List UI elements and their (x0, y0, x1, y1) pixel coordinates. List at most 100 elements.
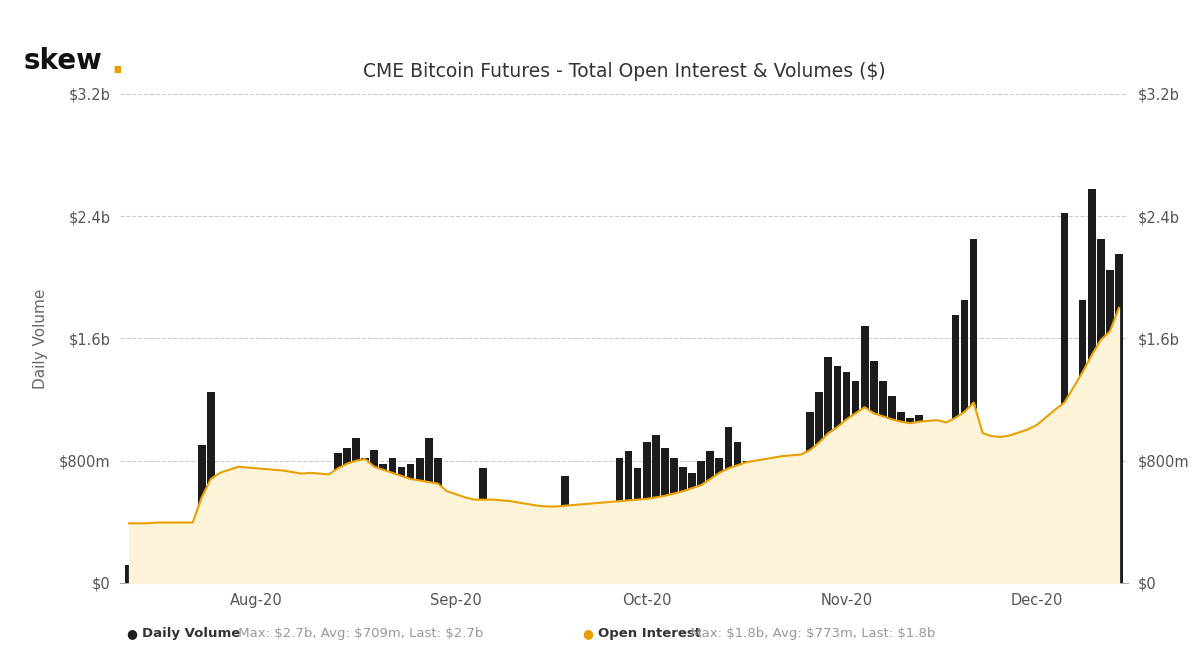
Bar (534, 541, 541, 583)
Bar (860, 326, 869, 583)
Text: skew: skew (24, 47, 103, 75)
Bar (270, 479, 278, 583)
Bar (170, 576, 179, 583)
Bar (670, 458, 678, 583)
Bar (206, 392, 215, 583)
Bar (715, 458, 724, 583)
Bar (752, 468, 760, 583)
Bar (797, 482, 805, 583)
Bar (1051, 462, 1060, 583)
Bar (1097, 239, 1105, 583)
Bar (289, 488, 296, 583)
Bar (416, 458, 424, 583)
Bar (488, 505, 496, 583)
Bar (834, 366, 841, 583)
Bar (788, 479, 796, 583)
Bar (298, 491, 306, 583)
Bar (997, 474, 1004, 583)
Bar (379, 464, 388, 583)
Bar (216, 476, 223, 583)
Bar (407, 464, 414, 583)
Bar (562, 476, 569, 583)
Bar (852, 381, 859, 583)
Bar (343, 448, 350, 583)
Bar (542, 537, 551, 583)
Bar (334, 453, 342, 583)
Bar (1061, 213, 1068, 583)
Bar (961, 300, 968, 583)
Bar (988, 467, 996, 583)
Bar (1079, 300, 1086, 583)
Bar (152, 560, 160, 583)
Bar (697, 461, 706, 583)
Bar (934, 427, 941, 583)
Bar (661, 448, 668, 583)
Bar (733, 442, 742, 583)
Text: .: . (110, 46, 124, 80)
Bar (353, 438, 360, 583)
Bar (707, 452, 714, 583)
Bar (924, 422, 932, 583)
Bar (606, 525, 614, 583)
Bar (307, 485, 314, 583)
Bar (625, 452, 632, 583)
Bar (770, 479, 778, 583)
Bar (588, 540, 596, 583)
Bar (979, 458, 986, 583)
Bar (1115, 255, 1123, 583)
Bar (325, 497, 332, 583)
Text: Daily Volume: Daily Volume (142, 626, 240, 640)
Bar (143, 567, 151, 583)
Bar (389, 458, 396, 583)
Bar (262, 476, 269, 583)
Bar (397, 467, 406, 583)
Bar (162, 571, 169, 583)
Bar (316, 494, 324, 583)
Bar (725, 427, 732, 583)
Bar (815, 392, 823, 583)
Bar (180, 577, 187, 583)
Bar (479, 468, 487, 583)
Y-axis label: Daily Volume: Daily Volume (32, 288, 48, 389)
Text: Max: $1.8b, Avg: $773m, Last: $1.8b: Max: $1.8b, Avg: $773m, Last: $1.8b (686, 626, 936, 640)
Bar (643, 442, 650, 583)
Bar (952, 316, 959, 583)
Bar (134, 574, 142, 583)
Bar (1088, 188, 1096, 583)
Bar (689, 473, 696, 583)
Bar (280, 482, 287, 583)
Bar (470, 525, 478, 583)
Text: Open Interest: Open Interest (598, 626, 701, 640)
Bar (1033, 467, 1042, 583)
Bar (580, 534, 587, 583)
Bar (824, 356, 832, 583)
Text: ●: ● (126, 626, 137, 640)
Bar (898, 411, 905, 583)
Bar (761, 473, 769, 583)
Bar (452, 517, 460, 583)
Bar (198, 446, 205, 583)
Bar (878, 381, 887, 583)
Bar (616, 458, 623, 583)
Bar (371, 450, 378, 583)
Bar (652, 435, 660, 583)
Bar (524, 539, 533, 583)
Bar (906, 418, 914, 583)
Bar (226, 484, 233, 583)
Bar (570, 539, 578, 583)
Bar (842, 372, 851, 583)
Bar (598, 535, 605, 583)
Bar (1043, 456, 1050, 583)
Bar (779, 476, 787, 583)
Bar (970, 239, 978, 583)
Text: ●: ● (582, 626, 593, 640)
Bar (434, 458, 442, 583)
Bar (743, 461, 750, 583)
Bar (916, 415, 923, 583)
Bar (870, 361, 877, 583)
Bar (1106, 269, 1114, 583)
Bar (443, 509, 451, 583)
Bar (1069, 427, 1078, 583)
Bar (634, 468, 642, 583)
Text: Max: $2.7b, Avg: $709m, Last: $2.7b: Max: $2.7b, Avg: $709m, Last: $2.7b (234, 626, 484, 640)
